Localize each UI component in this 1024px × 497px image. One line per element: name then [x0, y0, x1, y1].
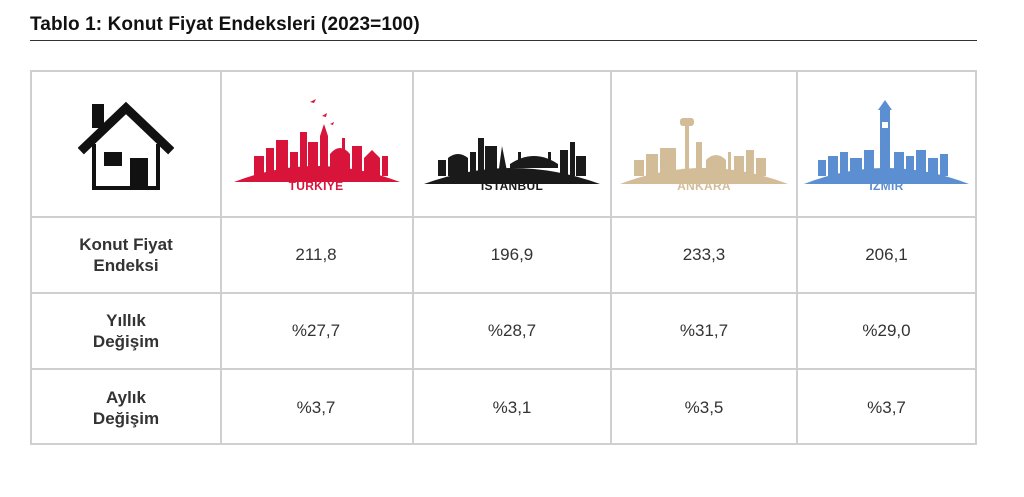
house-cell	[32, 72, 220, 216]
istanbul-label: İSTANBUL	[480, 179, 544, 193]
table-row: Yıllık Değişim %27,7 %28,7 %31,7 %29,0	[32, 292, 975, 368]
row-label: Aylık Değişim	[92, 387, 160, 428]
column-divider	[412, 72, 414, 443]
turkiye-header: TÜRKİYE	[222, 72, 410, 216]
ankara-header: ANKARA	[612, 72, 796, 216]
istanbul-value: 196,9	[490, 245, 534, 264]
izmir-value: %3,7	[867, 397, 906, 417]
izmir-value: 206,1	[865, 245, 908, 264]
column-divider	[796, 72, 798, 443]
row-label: Konut Fiyat Endeksi	[79, 235, 173, 275]
ankara-value: 233,3	[682, 245, 726, 264]
istanbul-value: %28,7	[487, 321, 537, 340]
column-divider	[220, 72, 222, 443]
turkiye-value: %27,7	[291, 321, 341, 340]
column-divider	[610, 72, 612, 443]
header-row: TÜRKİYE	[32, 72, 975, 216]
title-divider	[30, 40, 977, 41]
ankara-value: %31,7	[679, 321, 729, 340]
turkiye-label: TÜRKİYE	[288, 179, 344, 193]
house-icon	[78, 101, 174, 190]
istanbul-header: İSTANBUL	[414, 72, 610, 216]
turkiye-value: 211,8	[295, 245, 337, 264]
table-row: Konut Fiyat Endeksi 211,8 196,9 233,3 206…	[32, 216, 975, 292]
price-index-table: TÜRKİYE	[30, 70, 977, 445]
ankara-label: ANKARA	[677, 179, 731, 193]
izmir-value: %29,0	[862, 321, 911, 340]
row-label: Yıllık Değişim	[92, 311, 160, 351]
turkiye-value: %3,7	[296, 397, 336, 417]
ankara-value: %3,5	[684, 397, 724, 417]
table-title: Tablo 1: Konut Fiyat Endeksleri (2023=10…	[30, 14, 420, 35]
turkiye-skyline-icon	[234, 99, 400, 182]
ankara-skyline-icon	[620, 118, 788, 184]
izmir-header: İZMİR	[798, 72, 975, 216]
izmir-label: İZMİR	[869, 179, 904, 193]
istanbul-skyline-icon	[424, 138, 600, 184]
istanbul-value: %3,1	[492, 397, 532, 417]
table-row: Aylık Değişim %3,7 %3,1 %3,5 %3,7	[32, 368, 975, 445]
izmir-skyline-icon	[804, 100, 969, 184]
